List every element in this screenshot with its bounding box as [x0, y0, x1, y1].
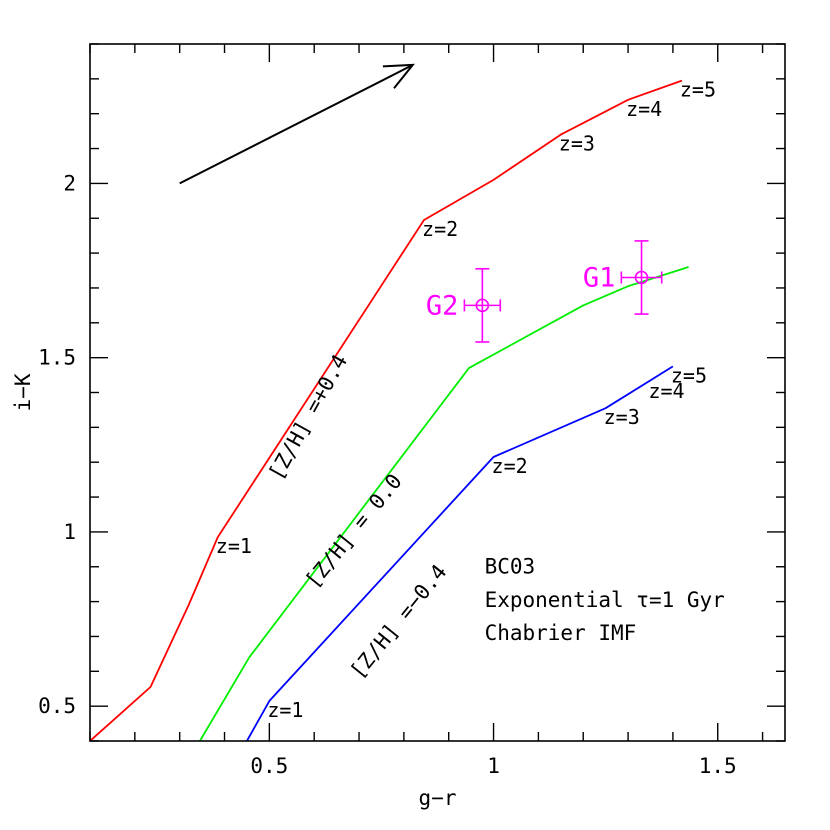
redshift-label: z=3 — [604, 405, 640, 429]
arrow-head — [382, 63, 415, 89]
redshift-label: z=2 — [422, 217, 458, 241]
annotation: Exponential τ=1 Gyr — [485, 588, 725, 612]
redshift-label: z=1 — [216, 534, 252, 558]
reddening-arrow — [179, 64, 414, 185]
redshift-label: z=2 — [492, 454, 528, 478]
data-point — [634, 270, 649, 285]
y-tick-label: 1 — [63, 520, 76, 544]
annotation: BC03 — [485, 555, 536, 579]
y-tick-label: 1.5 — [38, 346, 76, 370]
point-label: G2 — [426, 290, 459, 321]
redshift-label: z=3 — [559, 132, 595, 156]
axis-ticks — [89, 43, 785, 742]
series-line — [90, 79, 683, 741]
y-tick-label: 2 — [63, 171, 76, 195]
redshift-label: z=5 — [680, 78, 716, 102]
y-axis-title: i−K — [11, 373, 35, 411]
point-label: G1 — [583, 262, 616, 293]
redshift-label: z=4 — [626, 97, 662, 121]
annotation: Chabrier IMF — [485, 621, 637, 645]
x-tick-label: 1 — [487, 754, 500, 778]
x-axis-title: g−r — [419, 786, 457, 810]
axis-tick-labels: 0.5 1 1.5 0.5 1 1.5 2 — [38, 171, 737, 778]
x-tick-label: 1.5 — [699, 754, 737, 778]
plot-points: G1 G2 — [179, 63, 663, 343]
y-tick-label: 0.5 — [38, 694, 76, 718]
x-tick-label: 0.5 — [250, 754, 288, 778]
redshift-label: z=1 — [267, 698, 303, 722]
redshift-label: z=5 — [671, 363, 707, 387]
data-point — [475, 298, 490, 313]
series-line — [246, 365, 674, 741]
redshift-label: z=4 — [648, 379, 684, 403]
